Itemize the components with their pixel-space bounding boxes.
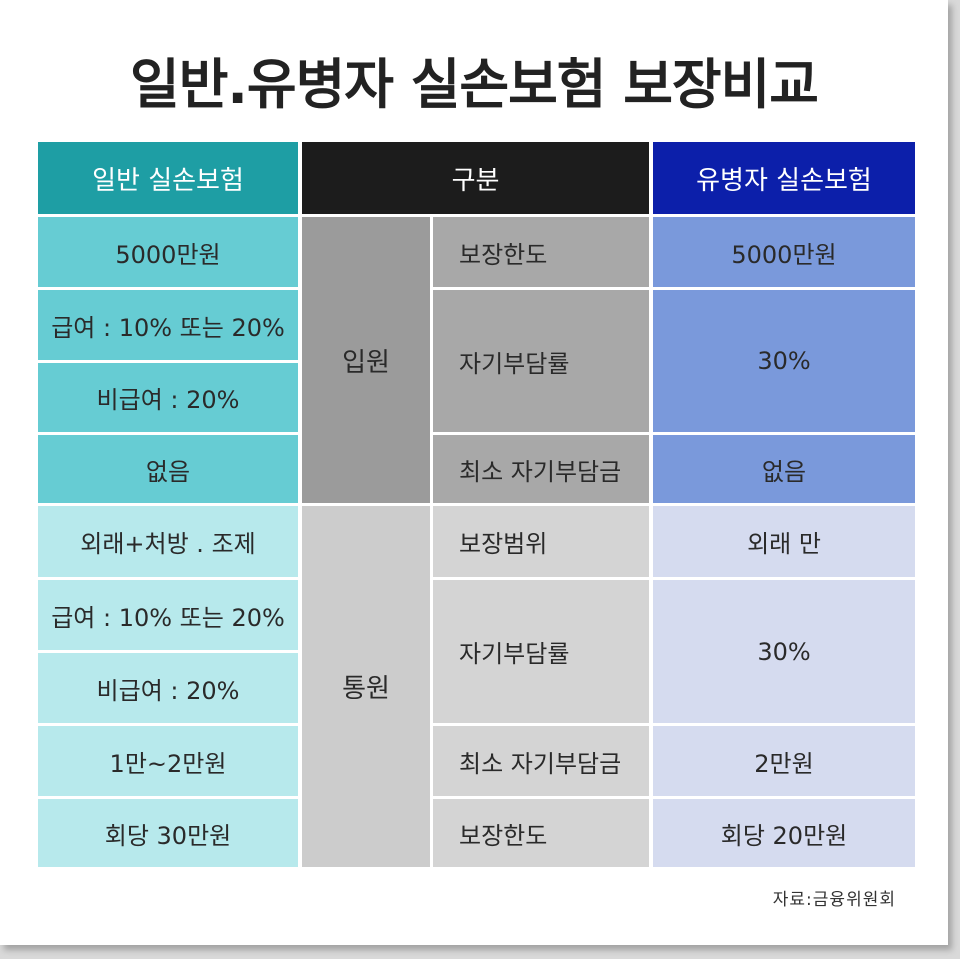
general-outpatient-scope: 외래+처방 . 조제	[38, 506, 298, 577]
preexisting-inpatient-limit: 5000만원	[653, 217, 915, 287]
category-outpatient: 통원	[302, 506, 430, 867]
preexisting-outpatient-copay-rate: 30%	[653, 580, 915, 723]
header-general: 일반 실손보험	[38, 142, 298, 214]
preexisting-outpatient-limit: 회당 20만원	[653, 799, 915, 867]
preexisting-inpatient-min-copay: 없음	[653, 435, 915, 503]
item-inpatient-min-copay: 최소 자기부담금	[433, 435, 649, 503]
general-inpatient-uninsured-rate: 비급여 : 20%	[38, 363, 298, 432]
source-note: 자료:금융위원회	[772, 890, 896, 910]
item-outpatient-limit: 보장한도	[433, 799, 649, 867]
general-inpatient-min-copay: 없음	[38, 435, 298, 503]
header-category: 구분	[302, 142, 649, 214]
item-inpatient-limit: 보장한도	[433, 217, 649, 287]
general-outpatient-min-copay: 1만~2만원	[38, 726, 298, 796]
general-outpatient-insured-rate: 급여 : 10% 또는 20%	[38, 580, 298, 650]
preexisting-inpatient-copay-rate: 30%	[653, 290, 915, 432]
header-preexisting: 유병자 실손보험	[653, 142, 915, 214]
general-outpatient-uninsured-rate: 비급여 : 20%	[38, 653, 298, 723]
preexisting-outpatient-scope: 외래 만	[653, 506, 915, 577]
page-title: 일반.유병자 실손보험 보장비교	[130, 53, 819, 116]
infographic-card: 일반.유병자 실손보험 보장비교 일반 실손보험 구분 유병자 실손보험 500…	[0, 0, 948, 945]
item-inpatient-copay-rate: 자기부담률	[433, 290, 649, 432]
general-outpatient-limit: 회당 30만원	[38, 799, 298, 867]
item-outpatient-copay-rate: 자기부담률	[433, 580, 649, 723]
preexisting-outpatient-min-copay: 2만원	[653, 726, 915, 796]
category-inpatient: 입원	[302, 217, 430, 503]
item-outpatient-min-copay: 최소 자기부담금	[433, 726, 649, 796]
general-inpatient-limit: 5000만원	[38, 217, 298, 287]
general-inpatient-insured-rate: 급여 : 10% 또는 20%	[38, 290, 298, 360]
item-outpatient-scope: 보장범위	[433, 506, 649, 577]
